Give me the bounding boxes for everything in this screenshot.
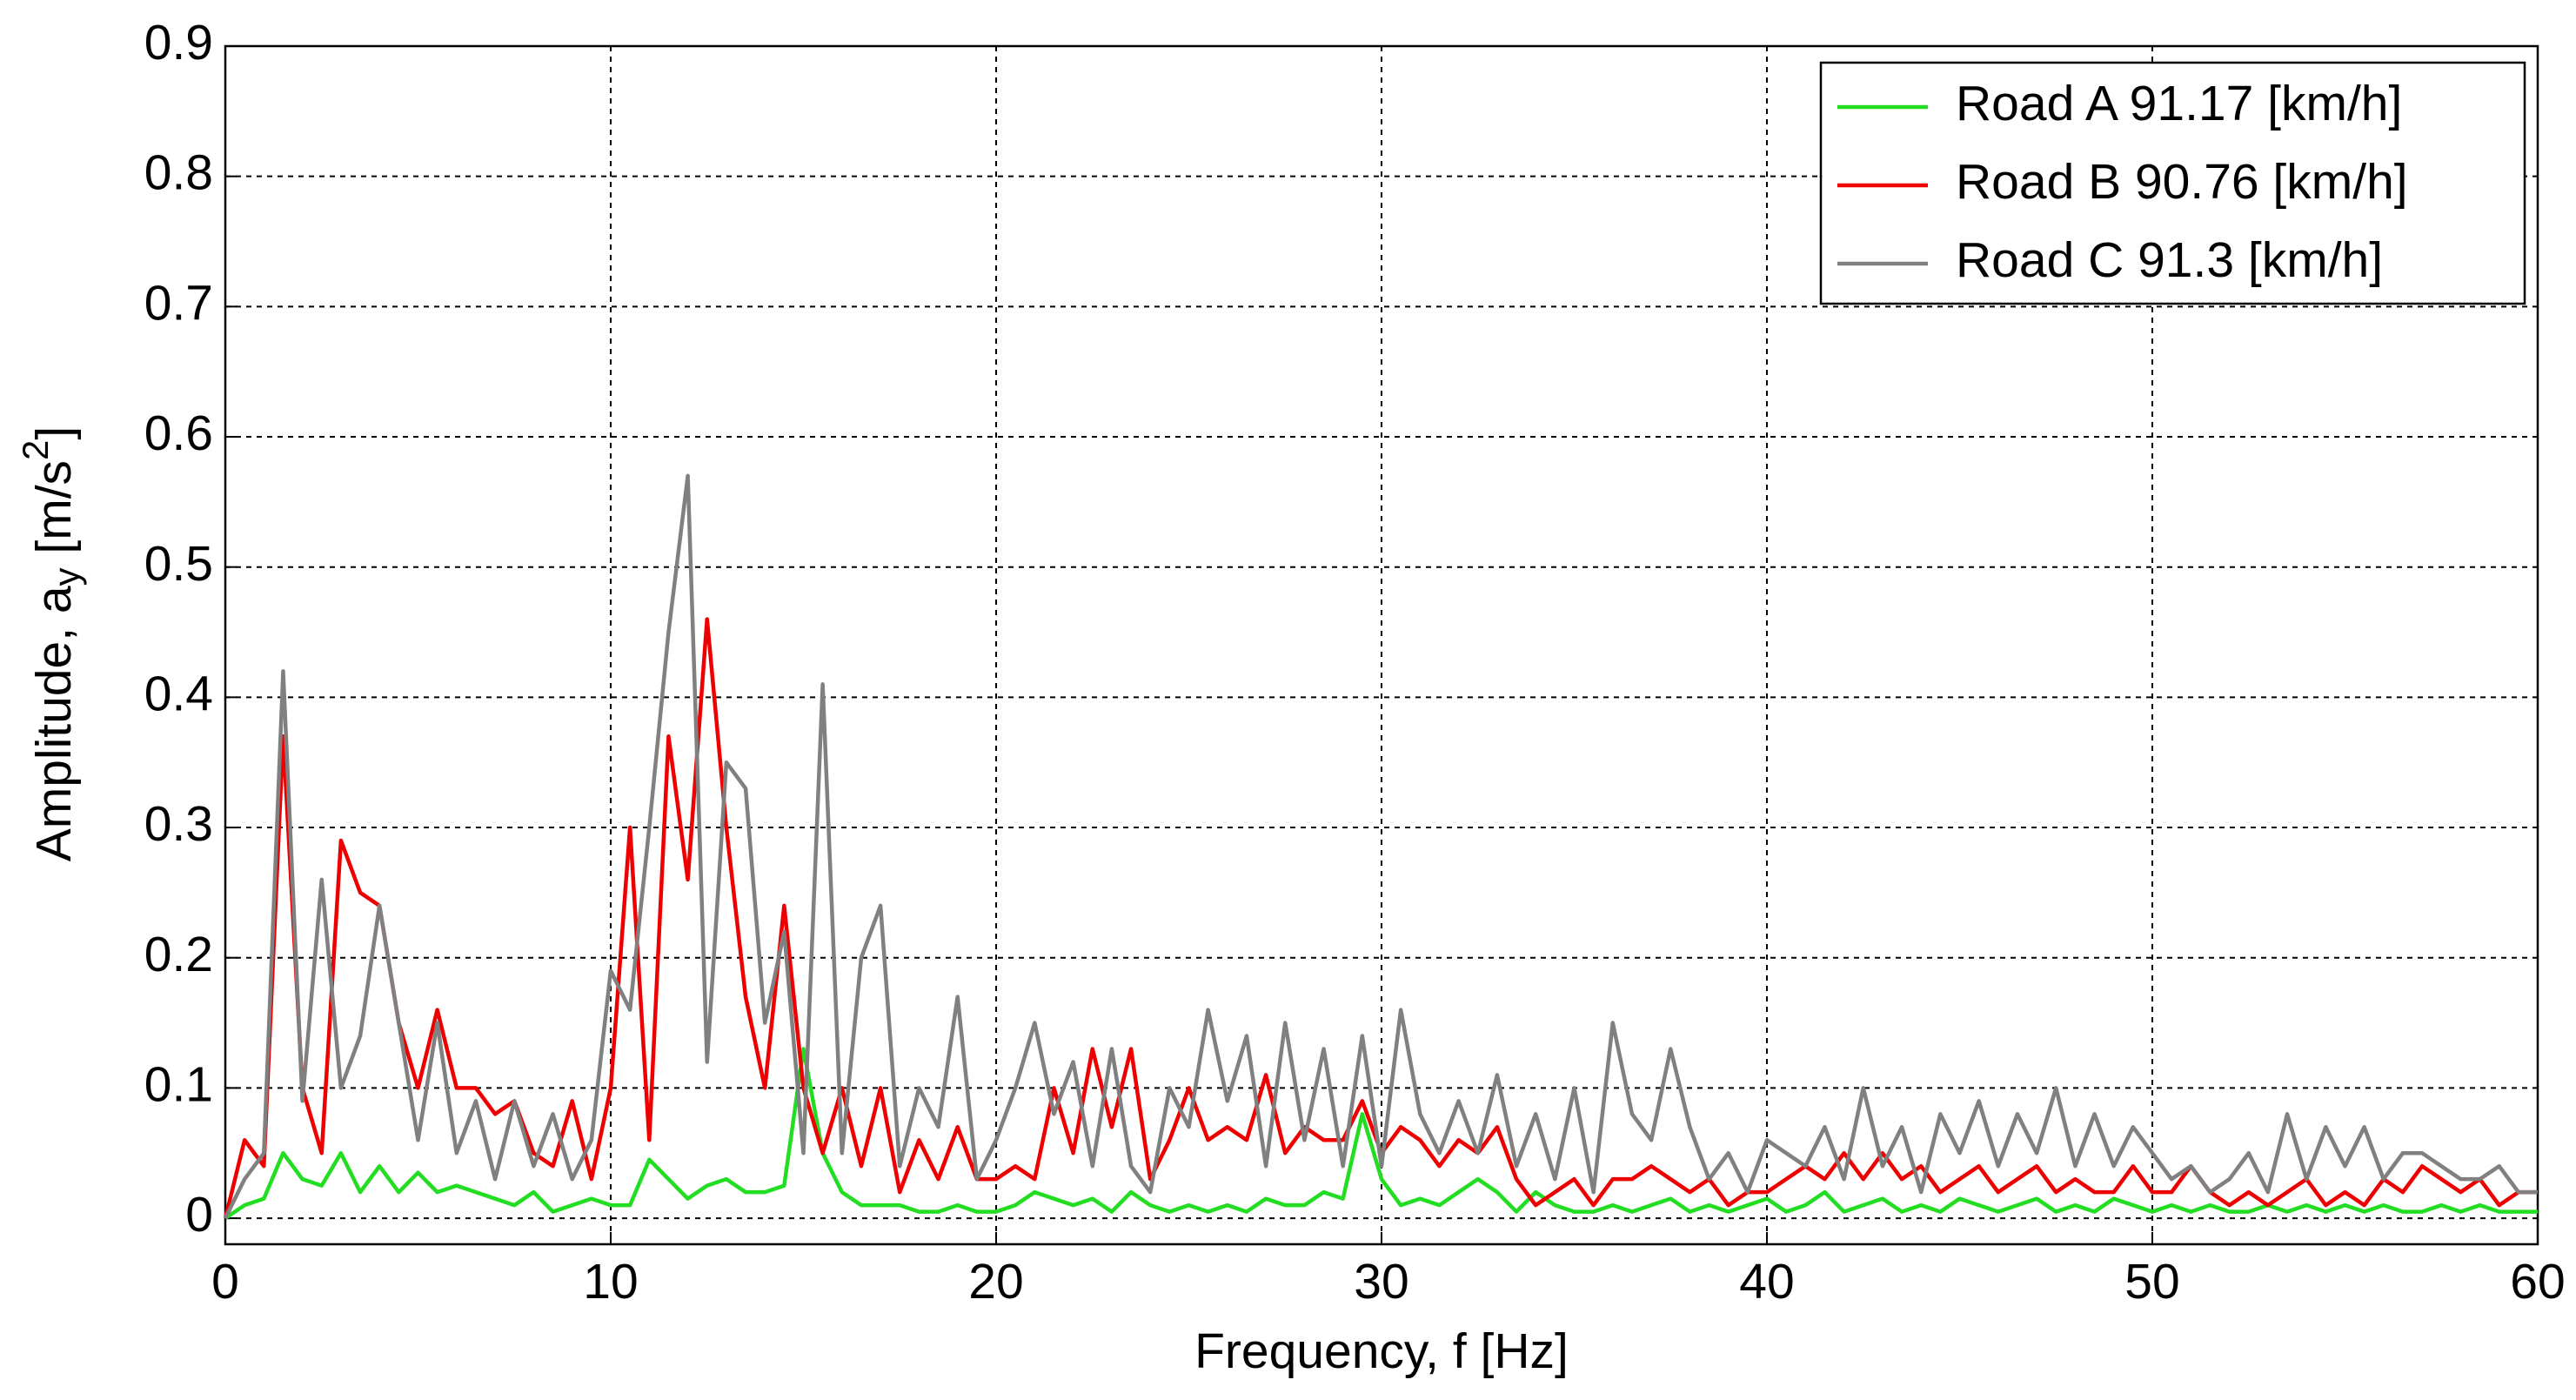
x-tick-label: 50 <box>2124 1254 2179 1310</box>
y-tick-label: 0.4 <box>144 666 213 721</box>
legend-label: Road A 91.17 [km/h] <box>1956 76 2402 131</box>
y-tick-label: 0.6 <box>144 405 213 461</box>
y-tick-label: 0.7 <box>144 275 213 331</box>
y-label-sup: 2 <box>15 440 56 460</box>
y-label-sub: y <box>46 567 87 586</box>
x-tick-label: 60 <box>2510 1254 2565 1310</box>
y-label-text2: [m/s <box>26 460 82 568</box>
x-tick-label: 40 <box>1739 1254 1794 1310</box>
y-axis-label: Amplitude, ay [m/s2] <box>15 426 87 862</box>
y-tick-label: 0.1 <box>144 1056 213 1112</box>
y-tick-label: 0.8 <box>144 145 213 201</box>
y-tick-label: 0.2 <box>144 927 213 982</box>
legend-label: Road B 90.76 [km/h] <box>1956 154 2408 210</box>
x-axis-label: Frequency, f [Hz] <box>1194 1323 1569 1379</box>
series-line <box>224 1047 2538 1220</box>
x-tick-label: 20 <box>968 1254 1023 1310</box>
x-tick-label: 30 <box>1354 1254 1408 1310</box>
y-label-text: Amplitude, a <box>26 586 82 861</box>
y-label-text3: ] <box>26 426 82 440</box>
x-tick-label: 0 <box>211 1254 239 1310</box>
y-tick-label: 0 <box>185 1187 213 1243</box>
x-tick-label: 10 <box>583 1254 638 1310</box>
y-tick-label: 0.5 <box>144 536 213 592</box>
legend-label: Road C 91.3 [km/h] <box>1956 232 2383 288</box>
y-tick-label: 0.3 <box>144 796 213 852</box>
legend-box <box>1819 61 2526 305</box>
y-tick-label: 0.9 <box>144 15 213 70</box>
plot-frame <box>224 44 2539 1246</box>
series-line <box>223 473 2538 1220</box>
